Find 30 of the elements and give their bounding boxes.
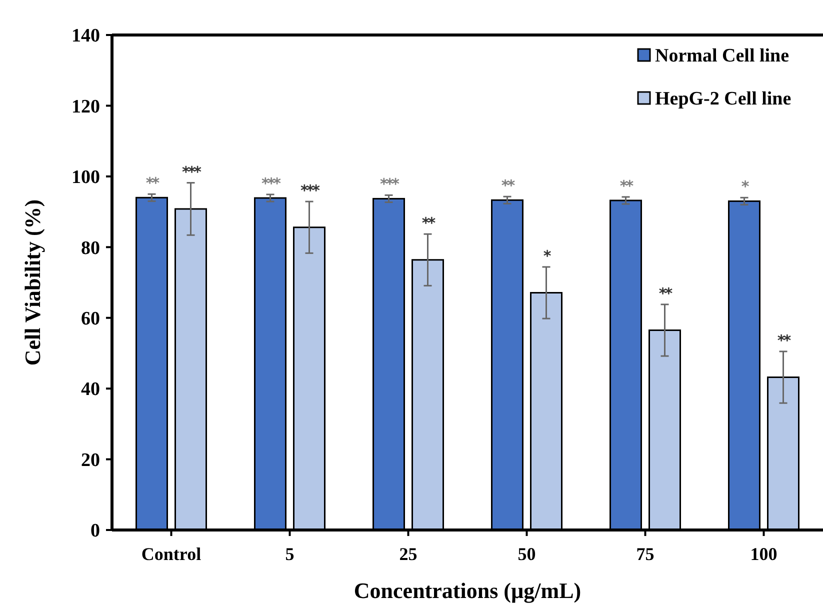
data-label: *** bbox=[182, 162, 202, 181]
data-label: *** bbox=[261, 174, 282, 192]
data-label: *** bbox=[300, 182, 320, 200]
data-label: ** bbox=[658, 284, 673, 302]
x-tick-label: 100 bbox=[750, 544, 778, 564]
legend-label: HepG-2 Cell line bbox=[655, 88, 792, 110]
x-axis-title: Concentrations (µg/mL) bbox=[354, 578, 582, 603]
x-tick-label: 75 bbox=[636, 544, 654, 564]
data-label: ** bbox=[501, 176, 516, 195]
data-label: ** bbox=[422, 214, 436, 232]
x-tick-label: 50 bbox=[518, 544, 536, 564]
y-tick-label: 60 bbox=[81, 308, 100, 330]
x-tick-label: Control bbox=[141, 544, 202, 564]
y-tick-label: 40 bbox=[81, 379, 100, 400]
y-tick-label: 20 bbox=[81, 450, 100, 471]
y-tick-label: 120 bbox=[72, 96, 100, 118]
y-tick-label: 100 bbox=[72, 167, 100, 188]
legend-label: Normal Cell line bbox=[655, 46, 790, 67]
y-tick-label: 140 bbox=[72, 26, 100, 47]
data-label: * bbox=[543, 246, 552, 265]
data-label: ** bbox=[146, 174, 160, 192]
data-label: * bbox=[741, 178, 750, 196]
x-tick-label: 5 bbox=[285, 544, 294, 564]
data-label: ** bbox=[620, 176, 634, 195]
y-tick-label: 80 bbox=[81, 238, 100, 259]
x-tick-label: 25 bbox=[399, 544, 418, 564]
y-axis-title: Cell Viability (%) bbox=[20, 199, 45, 366]
y-tick-label: 0 bbox=[90, 520, 100, 542]
data-label: ** bbox=[777, 331, 792, 350]
data-label: *** bbox=[380, 175, 400, 194]
